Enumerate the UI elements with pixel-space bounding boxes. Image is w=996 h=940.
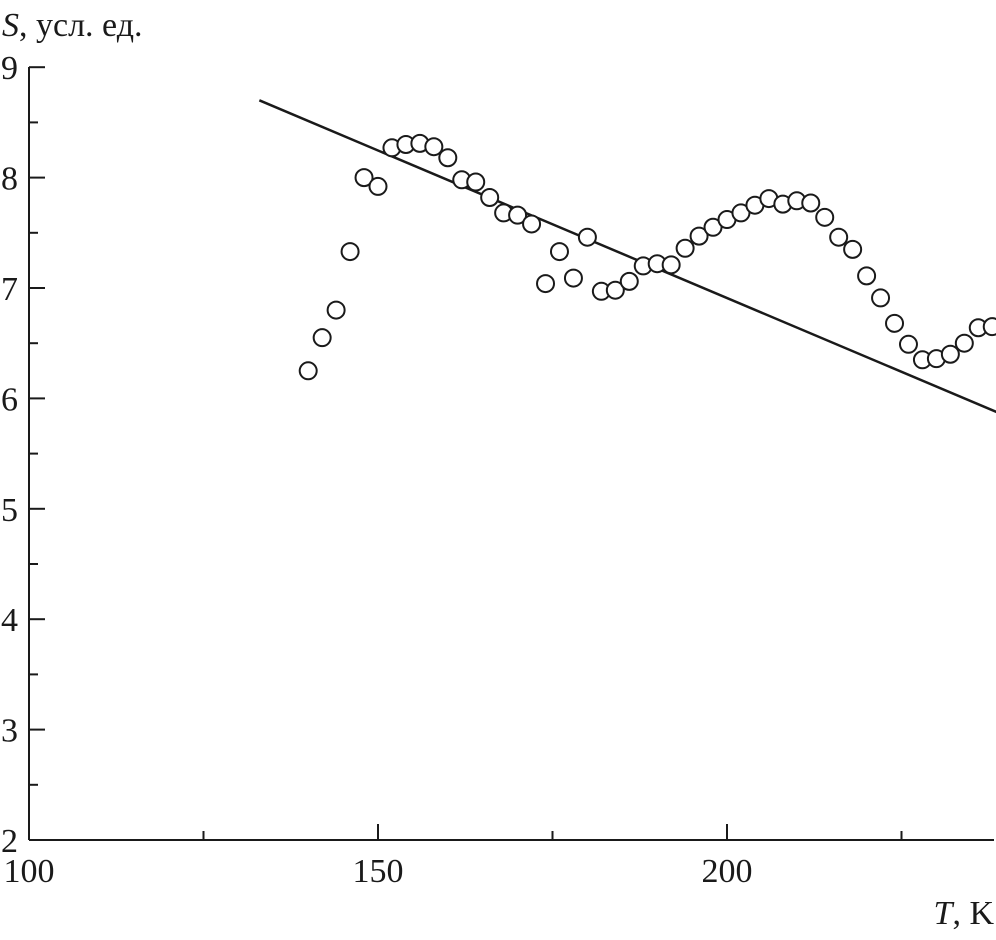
y-tick-label: 6 bbox=[1, 381, 18, 418]
y-tick-label: 3 bbox=[1, 713, 18, 750]
data-point bbox=[508, 205, 528, 225]
data-point bbox=[689, 226, 709, 246]
data-point bbox=[577, 227, 597, 247]
data-point bbox=[354, 168, 374, 188]
data-point bbox=[480, 187, 500, 207]
data-point bbox=[675, 238, 695, 258]
data-point bbox=[536, 274, 556, 294]
axes bbox=[28, 67, 994, 841]
data-point bbox=[563, 268, 583, 288]
data-point bbox=[298, 361, 318, 381]
data-point bbox=[661, 255, 681, 275]
data-point bbox=[326, 300, 346, 320]
y-tick-label: 8 bbox=[1, 161, 18, 198]
data-point bbox=[885, 313, 905, 333]
y-axis-symbol: S bbox=[2, 7, 19, 44]
data-point bbox=[829, 227, 849, 247]
x-tick-label: 100 bbox=[4, 853, 55, 890]
y-tick-label: 4 bbox=[1, 602, 18, 639]
x-axis-symbol: T bbox=[934, 895, 955, 932]
y-tick-label: 9 bbox=[1, 50, 18, 87]
data-point bbox=[815, 207, 835, 227]
data-point bbox=[801, 193, 821, 213]
data-point bbox=[368, 176, 388, 196]
data-point bbox=[549, 242, 569, 262]
y-tick-label: 2 bbox=[1, 823, 18, 860]
data-point bbox=[522, 214, 542, 234]
data-point bbox=[340, 242, 360, 262]
data-point bbox=[438, 148, 458, 168]
x-tick-label: 200 bbox=[702, 853, 753, 890]
y-tick-label: 5 bbox=[1, 492, 18, 529]
fit-line bbox=[258, 99, 996, 414]
data-point bbox=[954, 333, 974, 353]
data-point bbox=[466, 172, 486, 192]
x-axis-title: T, K bbox=[934, 895, 995, 932]
data-point bbox=[898, 334, 918, 354]
data-point bbox=[424, 137, 444, 157]
data-point bbox=[871, 288, 891, 308]
tick-labels: 10015020025030035023456789 bbox=[1, 50, 753, 890]
ticks bbox=[29, 66, 903, 840]
x-tick-label: 150 bbox=[353, 853, 404, 890]
x-axis-unit: , K bbox=[952, 895, 994, 932]
data-point bbox=[940, 344, 960, 364]
y-tick-label: 7 bbox=[1, 271, 18, 308]
data-point bbox=[843, 239, 863, 259]
data-point bbox=[605, 280, 625, 300]
data-points bbox=[298, 133, 996, 381]
data-point bbox=[982, 317, 996, 337]
y-axis-title: S, усл. ед. bbox=[2, 7, 143, 44]
y-axis-unit: , усл. ед. bbox=[19, 7, 143, 44]
data-point bbox=[619, 271, 639, 291]
data-point bbox=[312, 328, 332, 348]
data-point bbox=[857, 266, 877, 286]
